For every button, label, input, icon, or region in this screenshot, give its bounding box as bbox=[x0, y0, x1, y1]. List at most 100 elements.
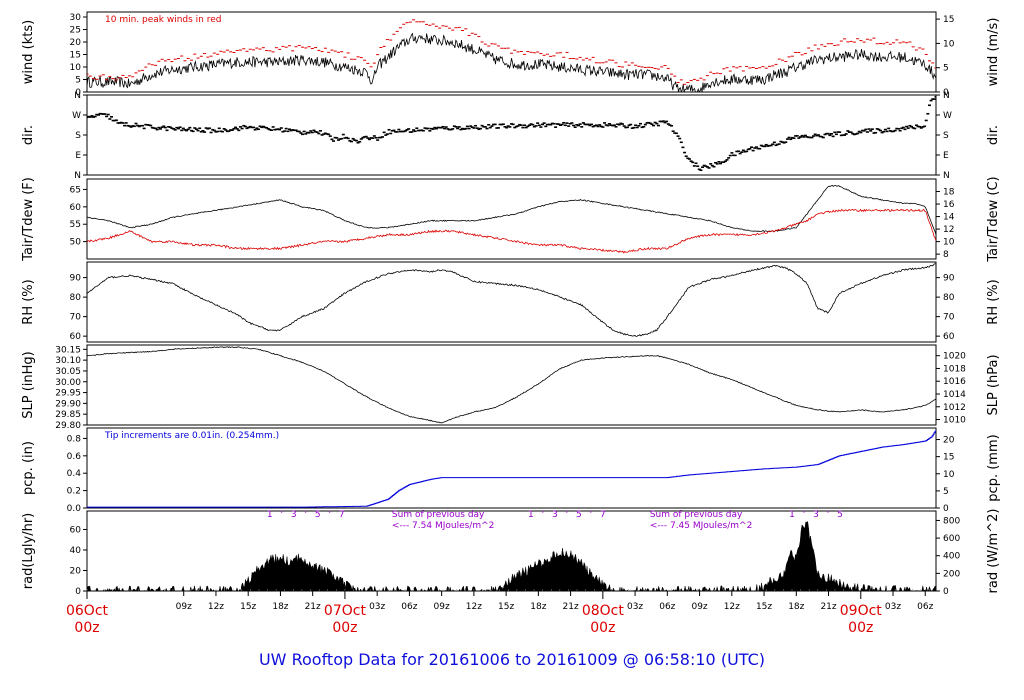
right-tick-label: 18 bbox=[943, 188, 955, 198]
direction-dot bbox=[423, 127, 427, 129]
direction-dot bbox=[557, 123, 561, 126]
direction-dot bbox=[278, 128, 282, 131]
left-tick-label: 40 bbox=[70, 546, 82, 556]
direction-dot bbox=[856, 132, 860, 135]
time-tick-label: 18z bbox=[530, 602, 546, 612]
direction-dot bbox=[351, 137, 355, 140]
time-tick-label: 12z bbox=[724, 602, 740, 612]
direction-dot bbox=[934, 95, 936, 98]
right-tick-label: 15 bbox=[943, 453, 954, 463]
direction-dot bbox=[689, 160, 693, 162]
left-tick-label: 29.90 bbox=[55, 399, 81, 409]
series-step-precip bbox=[87, 429, 936, 508]
direction-dot bbox=[96, 114, 100, 116]
direction-dot bbox=[558, 124, 562, 127]
direction-dot bbox=[656, 124, 660, 127]
direction-dot bbox=[921, 126, 925, 128]
direction-dot bbox=[335, 137, 339, 139]
direction-dot bbox=[896, 127, 900, 130]
direction-dot bbox=[565, 122, 569, 124]
direction-dot bbox=[668, 124, 672, 126]
direction-dot bbox=[862, 130, 866, 132]
right-tick-label: 10 bbox=[943, 238, 955, 248]
direction-dot bbox=[238, 126, 242, 128]
direction-dot bbox=[359, 138, 363, 140]
hour-marker: 7 bbox=[339, 510, 345, 520]
direction-dot bbox=[289, 129, 293, 132]
direction-dot bbox=[141, 124, 145, 127]
direction-dot bbox=[929, 99, 933, 102]
direction-dot bbox=[622, 125, 626, 127]
direction-dot bbox=[652, 124, 656, 127]
direction-dot bbox=[268, 128, 272, 131]
direction-dot bbox=[784, 141, 788, 143]
direction-dot bbox=[132, 125, 136, 128]
direction-dot bbox=[697, 168, 701, 171]
direction-dot bbox=[189, 129, 193, 132]
direction-dot bbox=[333, 136, 337, 139]
right-axis-label: RH (%) bbox=[986, 279, 1001, 324]
direction-dot bbox=[390, 130, 394, 132]
direction-dot bbox=[397, 128, 401, 131]
direction-dot bbox=[452, 125, 456, 127]
direction-dot bbox=[658, 120, 662, 123]
direction-dot bbox=[129, 126, 133, 128]
direction-dot bbox=[603, 122, 607, 124]
day-zone-label: 00z bbox=[74, 620, 99, 636]
direction-dot bbox=[395, 131, 399, 133]
direction-dot bbox=[168, 126, 172, 129]
left-tick-label: N bbox=[74, 91, 81, 101]
left-axis-label: RH (%) bbox=[21, 279, 36, 324]
direction-dot bbox=[781, 141, 785, 143]
direction-dot bbox=[524, 126, 528, 129]
direction-dot bbox=[607, 123, 611, 125]
left-tick-label: 0.0 bbox=[67, 504, 82, 514]
direction-dot bbox=[443, 127, 447, 130]
direction-dot bbox=[637, 124, 641, 127]
right-tick-label: S bbox=[943, 131, 949, 141]
direction-dot bbox=[382, 131, 386, 134]
direction-dot bbox=[328, 135, 332, 137]
right-tick-label: 1020 bbox=[943, 352, 966, 362]
direction-dot bbox=[307, 132, 311, 134]
direction-dot bbox=[389, 132, 393, 135]
direction-dot bbox=[124, 122, 128, 124]
direction-dot bbox=[490, 125, 494, 127]
direction-dot bbox=[191, 130, 195, 133]
direction-dot bbox=[441, 125, 445, 128]
left-axis-label: SLP (inHg) bbox=[21, 351, 36, 419]
direction-dot bbox=[234, 126, 238, 129]
direction-dot bbox=[908, 124, 912, 127]
direction-dot bbox=[269, 129, 273, 132]
direction-dot bbox=[318, 130, 322, 132]
direction-dot bbox=[875, 128, 879, 130]
time-tick-label: 18z bbox=[272, 602, 288, 612]
direction-dot bbox=[206, 127, 210, 130]
left-axis-label: Tair/Tdew (F) bbox=[21, 177, 36, 262]
direction-dot bbox=[803, 134, 807, 137]
hour-marker: 5 bbox=[576, 510, 582, 520]
direction-dot bbox=[723, 160, 727, 163]
direction-dot bbox=[728, 154, 732, 157]
direction-dot bbox=[617, 123, 621, 126]
direction-dot bbox=[165, 129, 169, 132]
direction-dot bbox=[434, 127, 438, 130]
right-tick-label: 16 bbox=[943, 200, 955, 210]
direction-dot bbox=[314, 131, 318, 133]
left-tick-label: N bbox=[74, 171, 81, 181]
direction-dot bbox=[640, 126, 644, 129]
direction-dot bbox=[531, 123, 535, 126]
direction-dot bbox=[769, 144, 773, 147]
right-tick-label: 1012 bbox=[943, 403, 966, 413]
direction-dot bbox=[764, 143, 768, 146]
left-tick-label: 0 bbox=[75, 587, 81, 597]
direction-dot bbox=[219, 130, 223, 133]
direction-dot bbox=[767, 144, 771, 147]
direction-dot bbox=[475, 127, 479, 129]
direction-dot bbox=[541, 123, 545, 126]
direction-dot bbox=[369, 137, 373, 139]
direction-dot bbox=[776, 143, 780, 146]
direction-dot bbox=[323, 132, 327, 135]
right-tick-label: 200 bbox=[943, 569, 960, 579]
direction-dot bbox=[372, 135, 376, 137]
